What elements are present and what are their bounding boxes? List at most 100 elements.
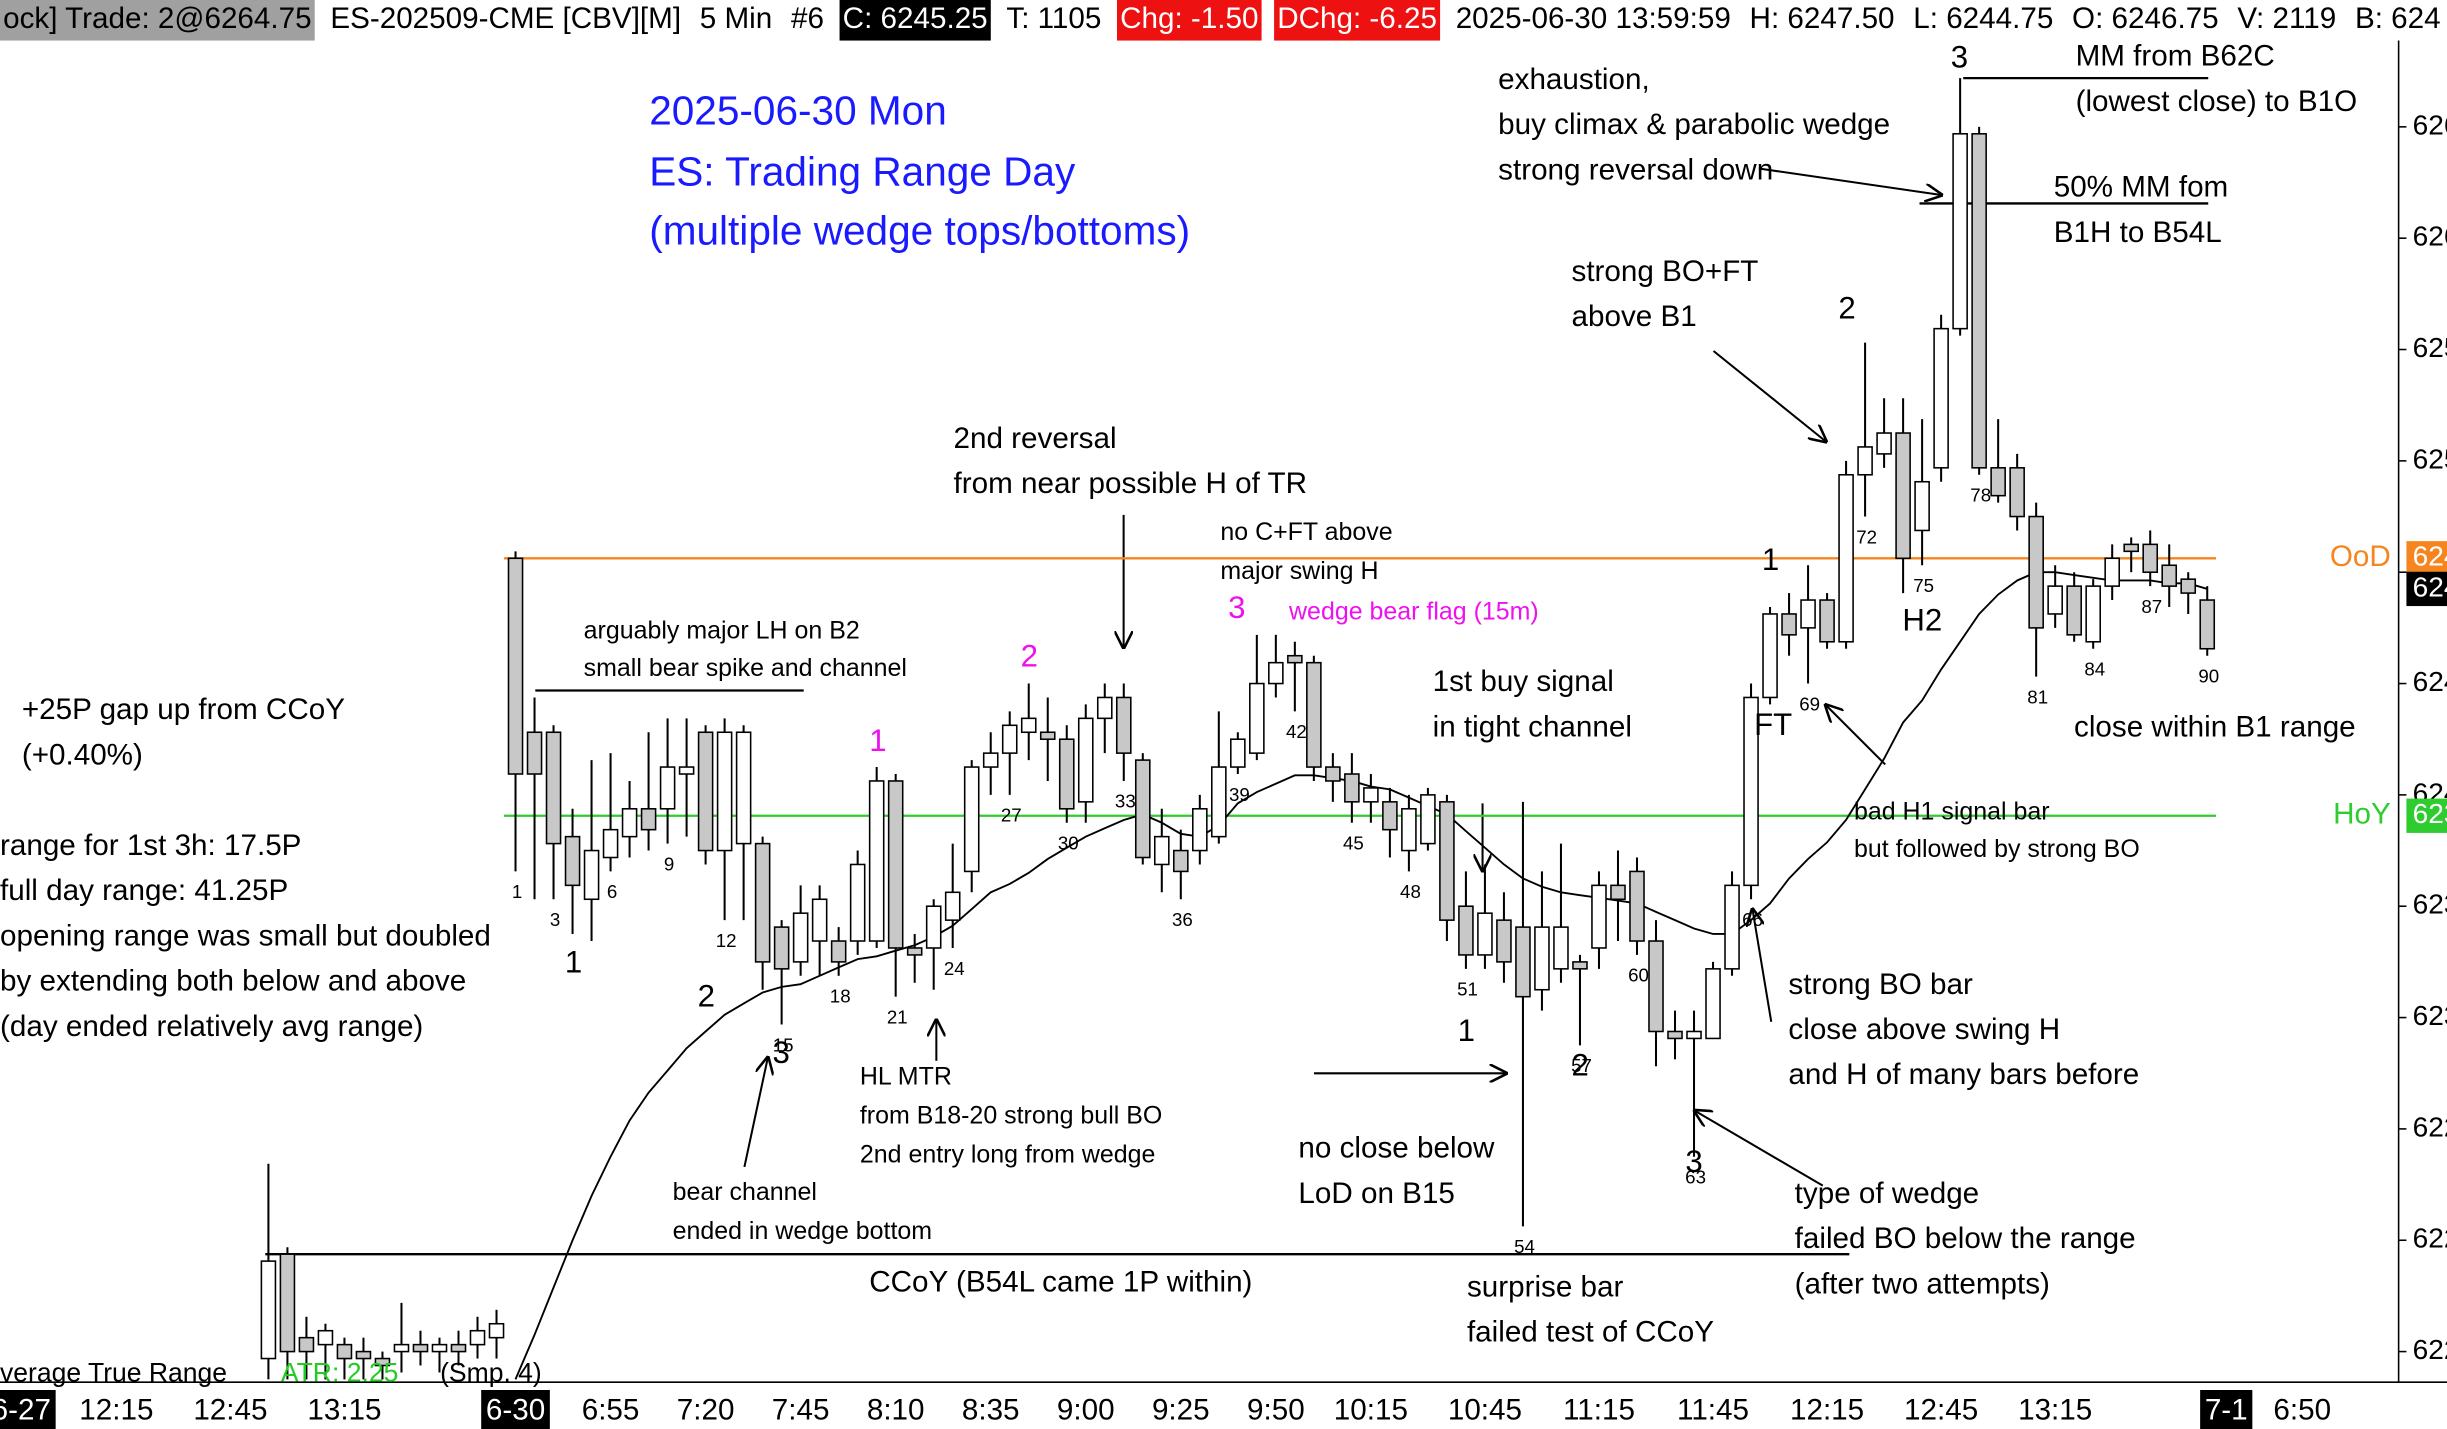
header-item: L: 6244.75 [1913, 2, 2053, 35]
bar-number: 84 [2084, 659, 2105, 680]
candle-body [507, 557, 524, 775]
bar-number: 12 [716, 930, 737, 951]
annotation: arguably major LH on B2 [584, 616, 860, 644]
candle-body [944, 891, 961, 921]
candle-body [260, 1260, 277, 1360]
annotation: 3 [1228, 590, 1245, 625]
annotation: (day ended relatively avg range) [0, 1010, 423, 1043]
last-value: 6247.4 [2413, 571, 2447, 602]
x-tick-label: 10:15 [1334, 1394, 1408, 1427]
bar-number: 57 [1571, 1055, 1592, 1076]
annotation: 2 [698, 979, 715, 1014]
annotation: close above swing H [1788, 1013, 2060, 1046]
level-label: HoY [2333, 798, 2391, 831]
x-tick-label: 11:45 [1677, 1394, 1749, 1427]
candle-body [317, 1329, 334, 1346]
candle-body [431, 1343, 448, 1353]
annotation: (+0.40%) [22, 738, 143, 771]
candle-body [298, 1336, 315, 1353]
x-tick-label: 10:45 [1448, 1394, 1522, 1427]
x-tick-label: 11:15 [1563, 1394, 1635, 1427]
candle-body [488, 1322, 505, 1339]
candle-body [1610, 884, 1626, 901]
bar-number: 54 [1514, 1236, 1535, 1257]
annotation: B1H to B54L [2054, 216, 2222, 249]
header-item: O: 6246.75 [2072, 2, 2219, 35]
candle-body [1914, 480, 1930, 532]
bar-number: 51 [1457, 979, 1478, 1000]
annotation: strong reversal down [1498, 153, 1773, 186]
annotation: close within B1 range [2074, 710, 2356, 743]
annotation: opening range was small but doubled [0, 919, 491, 952]
candle-body [2085, 585, 2101, 643]
x-date-label: 6-30 [486, 1394, 545, 1427]
annotation: surprise bar [1467, 1270, 1624, 1303]
bar-number: 87 [2141, 596, 2162, 617]
candle-body [1115, 696, 1132, 754]
candle-body [1819, 599, 1835, 643]
x-date-label: 6-27 [0, 1394, 51, 1427]
annotation: failed BO below the range [1795, 1222, 2136, 1255]
bar-number: 90 [2198, 665, 2219, 686]
annotation: from near possible H of TR [954, 467, 1308, 500]
bar-number: 45 [1343, 832, 1364, 853]
header-item: H: 6247.50 [1750, 2, 1895, 35]
x-tick-label: 13:15 [2018, 1394, 2092, 1427]
annotation: by extending both below and above [0, 965, 466, 998]
candle-body [2161, 564, 2178, 587]
annotation: 1 [565, 944, 582, 979]
candle-body [1268, 661, 1284, 685]
candle-body [336, 1343, 353, 1360]
y-tick-label: 6260 [2413, 221, 2447, 252]
candle-body [754, 842, 771, 963]
candle-body [450, 1343, 467, 1353]
header-item: 5 Min [700, 2, 772, 35]
annotation: but followed by strong BO [1854, 835, 2140, 863]
arrows [743, 167, 1941, 1187]
candle-body [1230, 738, 1246, 768]
annotation: 50% MM fom [2054, 171, 2229, 204]
header-item: B: 624 [2355, 2, 2441, 35]
annotation: HL MTR [860, 1063, 952, 1091]
annotation: failed test of CCoY [1467, 1316, 1714, 1349]
candle-body [564, 835, 581, 887]
bar-number: 60 [1628, 965, 1649, 986]
bar-number: 72 [1856, 526, 1877, 547]
candle-body [1001, 724, 1018, 754]
candle-body [1800, 599, 1816, 629]
annotation: 1 [1458, 1013, 1475, 1048]
candle-body [469, 1329, 486, 1346]
candle-body [2199, 599, 2216, 650]
annotation: and H of many bars before [1788, 1058, 2139, 1091]
candle-body [982, 752, 999, 768]
candle-body [355, 1350, 372, 1360]
candle-body [1192, 808, 1208, 852]
annotation: no close below [1298, 1132, 1495, 1165]
candle-body [1667, 1030, 1683, 1040]
candle-body [849, 863, 866, 942]
y-tick-label: 6264 [2413, 109, 2447, 140]
annotation: CCoY (B54L came 1P within) [869, 1266, 1252, 1299]
candle-body [1933, 327, 1949, 469]
annotation: H2 [1902, 603, 1942, 638]
annotation: 1 [869, 723, 886, 758]
y-tick-label: 6232 [2413, 1000, 2447, 1031]
bar-number: 36 [1172, 909, 1193, 930]
candle-body [1895, 432, 1911, 560]
candle-body [2104, 557, 2120, 587]
annotation: verage True Range [0, 1357, 227, 1387]
annotation: (Smp. 4) [440, 1357, 542, 1387]
candle-body [1287, 654, 1303, 664]
x-tick-label: 12:15 [1790, 1394, 1864, 1427]
header-item: C: 6245.25 [843, 2, 988, 35]
x-date-box [0, 1389, 56, 1429]
candle-body [1096, 696, 1113, 720]
x-tick-label: 8:10 [867, 1394, 925, 1427]
y-tick-label: 6224 [2413, 1223, 2447, 1254]
bar-number: 1 [512, 881, 522, 902]
candle-body [773, 926, 790, 970]
arrow [1712, 350, 1826, 441]
annotation: from B18-20 strong bull BO [860, 1102, 1162, 1130]
level-value: 6248.5 [2413, 541, 2447, 572]
candle-body [2047, 585, 2063, 615]
